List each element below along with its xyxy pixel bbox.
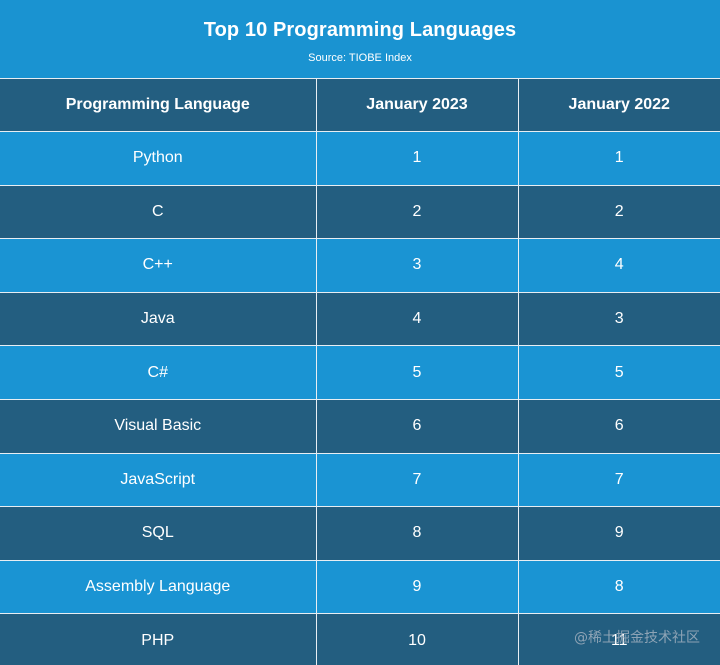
language-cell: C# xyxy=(0,345,316,400)
column-header-language: Programming Language xyxy=(0,78,316,132)
table-row: C# 5 5 xyxy=(0,345,720,400)
table-body: Python 1 1 C 2 2 C++ 3 4 Java 4 3 C# 5 5 Visual Basic 6 6… xyxy=(0,131,720,665)
language-cell: SQL xyxy=(0,506,316,561)
table-row: Python 1 1 xyxy=(0,131,720,186)
jan-2022-cell: 3 xyxy=(517,291,720,346)
language-cell: C++ xyxy=(0,238,316,293)
jan-2022-cell: 1 xyxy=(517,131,720,186)
table-row: JavaScript 7 7 xyxy=(0,452,720,507)
jan-2023-cell: 5 xyxy=(315,345,518,400)
language-cell: PHP xyxy=(0,613,316,665)
table-row: SQL 8 9 xyxy=(0,506,720,561)
jan-2023-cell: 8 xyxy=(315,506,518,561)
table-row: C++ 3 4 xyxy=(0,238,720,293)
language-cell: JavaScript xyxy=(0,452,316,507)
language-cell: Assembly Language xyxy=(0,559,316,614)
table-row: PHP 10 11 xyxy=(0,613,720,665)
column-header-jan-2022: January 2022 xyxy=(517,78,720,132)
jan-2023-cell: 6 xyxy=(315,398,518,454)
jan-2023-cell: 2 xyxy=(315,184,518,239)
table-row: Assembly Language 9 8 xyxy=(0,559,720,614)
jan-2022-cell: 7 xyxy=(517,452,720,507)
language-cell: Visual Basic xyxy=(0,398,316,454)
jan-2023-cell: 3 xyxy=(315,238,518,293)
language-cell: Java xyxy=(0,291,316,346)
table-subtitle: Source: TIOBE Index xyxy=(308,52,412,64)
jan-2023-cell: 7 xyxy=(315,452,518,507)
ranking-table: Programming Language January 2023 Januar… xyxy=(0,78,720,665)
jan-2022-cell: 2 xyxy=(517,184,720,239)
column-header-jan-2023: January 2023 xyxy=(315,78,518,132)
jan-2022-cell: 5 xyxy=(517,345,720,400)
jan-2023-cell: 10 xyxy=(315,613,518,665)
table-title: Top 10 Programming Languages xyxy=(203,19,517,41)
table-header: Top 10 Programming Languages Source: TIO… xyxy=(0,0,720,78)
jan-2023-cell: 1 xyxy=(315,131,518,186)
language-cell: Python xyxy=(0,131,316,186)
table-row: Visual Basic 6 6 xyxy=(0,398,720,454)
jan-2022-cell: 4 xyxy=(517,238,720,293)
jan-2023-cell: 4 xyxy=(315,291,518,346)
jan-2022-cell: 8 xyxy=(517,559,720,614)
table-row: Java 4 3 xyxy=(0,291,720,346)
header-row: Programming Language January 2023 Januar… xyxy=(0,78,720,132)
jan-2022-cell: 11 xyxy=(517,613,720,665)
jan-2022-cell: 9 xyxy=(517,506,720,561)
language-cell: C xyxy=(0,184,316,239)
jan-2023-cell: 9 xyxy=(315,559,518,614)
jan-2022-cell: 6 xyxy=(517,398,720,454)
